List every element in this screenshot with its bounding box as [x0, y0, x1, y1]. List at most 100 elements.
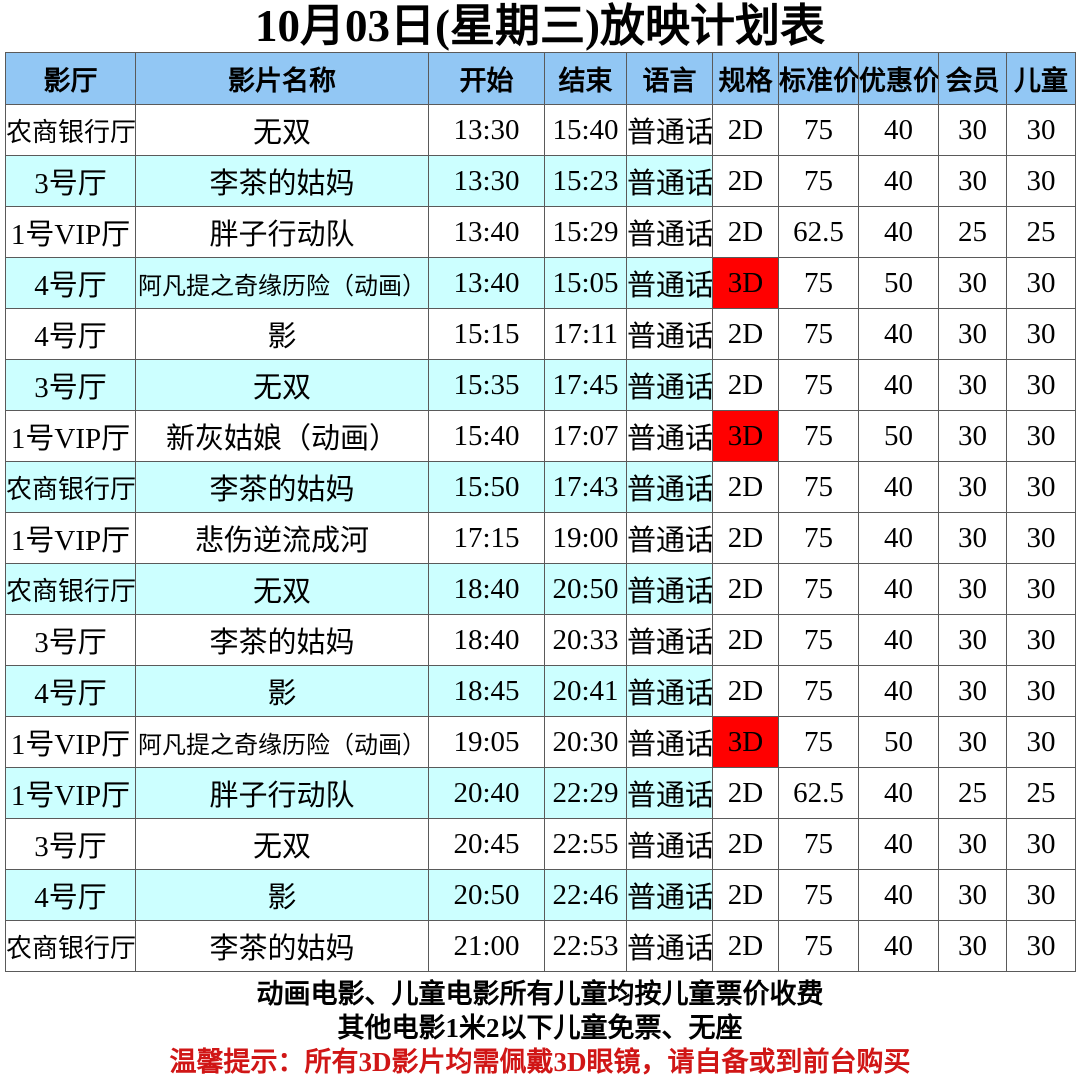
cell-child: 30: [1006, 563, 1076, 615]
cell-hall: 1号VIP厅: [5, 410, 136, 462]
cell-child: 30: [1006, 869, 1076, 921]
cell-child: 25: [1006, 767, 1076, 819]
note-3d-glasses-warning: 温馨提示：所有3D影片均需佩戴3D眼镜，请自备或到前台购买: [169, 1047, 911, 1077]
schedule-row: 4号厅影 20:50 22:46 普通话 2D 75 40 30 30: [5, 869, 1076, 921]
cell-child: 30: [1006, 308, 1076, 360]
cell-discount: 40: [858, 461, 939, 513]
cell-movie: 李茶的姑妈: [135, 920, 429, 972]
cell-standard: 75: [778, 104, 859, 156]
cell-movie: 无双: [135, 563, 429, 615]
page-title: 10月03日(星期三)放映计划表: [255, 1, 825, 51]
cell-standard: 75: [778, 716, 859, 768]
cell-format: 2D: [712, 920, 779, 972]
cell-discount: 40: [858, 614, 939, 666]
cell-start: 18:40: [428, 614, 545, 666]
column-header-hall: 影厅: [5, 52, 136, 105]
cell-movie: 李茶的姑妈: [135, 614, 429, 666]
cell-discount: 40: [858, 308, 939, 360]
cell-standard: 75: [778, 614, 859, 666]
cell-end: 17:07: [544, 410, 627, 462]
schedule-row: 3号厅 李茶的姑妈 18:40 20:33 普通话 2D 75 40 30 30: [5, 614, 1076, 666]
schedule-row: 1号VIP厅 新灰姑娘（动画） 15:40 17:07 普通话 3D 75 50 30 30: [5, 410, 1076, 462]
cell-hall: 1号VIP厅: [5, 716, 136, 768]
cell-standard: 75: [778, 359, 859, 411]
cell-start: 18:40: [428, 563, 545, 615]
schedule-row: 1号VIP厅 胖子行动队 13:40 15:29 普通话 2D 62.5 40 25 25: [5, 206, 1076, 258]
cell-member: 30: [938, 818, 1007, 870]
cell-language: 普通话: [626, 818, 713, 870]
cell-hall: 4号厅: [5, 308, 136, 360]
column-header-end: 结束: [544, 52, 627, 105]
cell-member: 30: [938, 461, 1007, 513]
schedule-row: 3号厅 无双 15:35 17:45 普通话 2D 75 40 30 30: [5, 359, 1076, 411]
cell-format: 3D: [712, 410, 779, 462]
schedule-row: 1号VIP厅 阿凡提之奇缘历险（动画） 19:05 20:30 普通话 3D 75 50 30 3…: [5, 716, 1076, 768]
cell-language: 普通话: [626, 512, 713, 564]
note-height-free-admission: 其他电影1米2以下儿童免票、无座: [337, 1013, 743, 1043]
cell-language: 普通话: [626, 257, 713, 309]
schedule-row: 1号VIP厅 胖子行动队 20:40 22:29 普通话 2D 62.5 40 25 25: [5, 767, 1076, 819]
cell-end: 22:53: [544, 920, 627, 972]
schedule-row: 农商银行厅 无双 18:40 20:50 普通话 2D 75 40 30 30: [5, 563, 1076, 615]
cell-standard: 75: [778, 410, 859, 462]
cell-discount: 50: [858, 410, 939, 462]
cell-standard: 75: [778, 563, 859, 615]
cell-discount: 40: [858, 104, 939, 156]
cell-standard: 75: [778, 920, 859, 972]
cell-language: 普通话: [626, 920, 713, 972]
cell-movie: 影: [135, 308, 429, 360]
schedule-row: 1号VIP厅 悲伤逆流成河 17:15 19:00 普通话 2D 75 40 30 30: [5, 512, 1076, 564]
cell-child: 30: [1006, 818, 1076, 870]
column-header-discount: 优惠价: [858, 52, 939, 105]
cell-standard: 75: [778, 155, 859, 207]
cell-end: 15:29: [544, 206, 627, 258]
cell-format: 2D: [712, 614, 779, 666]
cell-discount: 50: [858, 716, 939, 768]
cell-format: 3D: [712, 716, 779, 768]
cell-standard: 75: [778, 869, 859, 921]
cell-format: 2D: [712, 512, 779, 564]
cell-end: 20:41: [544, 665, 627, 717]
cell-member: 30: [938, 359, 1007, 411]
cell-movie: 胖子行动队: [135, 206, 429, 258]
cell-start: 20:40: [428, 767, 545, 819]
cell-start: 13:40: [428, 257, 545, 309]
cell-language: 普通话: [626, 665, 713, 717]
cell-movie: 新灰姑娘（动画）: [135, 410, 429, 462]
cell-language: 普通话: [626, 767, 713, 819]
cell-standard: 62.5: [778, 767, 859, 819]
cell-discount: 40: [858, 665, 939, 717]
column-header-movie: 影片名称: [135, 52, 429, 105]
cell-discount: 40: [858, 563, 939, 615]
column-header-child: 儿童: [1006, 52, 1076, 105]
cell-start: 17:15: [428, 512, 545, 564]
cell-hall: 农商银行厅: [5, 461, 136, 513]
cell-end: 20:30: [544, 716, 627, 768]
cell-end: 17:43: [544, 461, 627, 513]
column-header-language: 语言: [626, 52, 713, 105]
cell-start: 13:40: [428, 206, 545, 258]
cell-child: 30: [1006, 716, 1076, 768]
cell-member: 30: [938, 155, 1007, 207]
cell-end: 15:40: [544, 104, 627, 156]
cell-member: 25: [938, 767, 1007, 819]
schedule-row: 农商银行厅 李茶的姑妈 15:50 17:43 普通话 2D 75 40 30 30: [5, 461, 1076, 513]
cell-member: 30: [938, 257, 1007, 309]
cell-format: 2D: [712, 767, 779, 819]
cell-member: 30: [938, 869, 1007, 921]
cell-child: 30: [1006, 512, 1076, 564]
cell-movie: 阿凡提之奇缘历险（动画）: [135, 257, 429, 309]
schedule-header-row: 影厅 影片名称 开始 结束 语言 规格 标准价 优惠价 会员 儿童: [5, 52, 1076, 105]
cell-movie: 胖子行动队: [135, 767, 429, 819]
cell-hall: 4号厅: [5, 665, 136, 717]
cell-format: 2D: [712, 104, 779, 156]
cell-format: 2D: [712, 155, 779, 207]
cell-discount: 40: [858, 869, 939, 921]
cell-hall: 农商银行厅: [5, 563, 136, 615]
cell-member: 30: [938, 512, 1007, 564]
cell-member: 30: [938, 308, 1007, 360]
cell-end: 15:23: [544, 155, 627, 207]
cell-format: 2D: [712, 563, 779, 615]
cell-end: 22:55: [544, 818, 627, 870]
cell-discount: 50: [858, 257, 939, 309]
